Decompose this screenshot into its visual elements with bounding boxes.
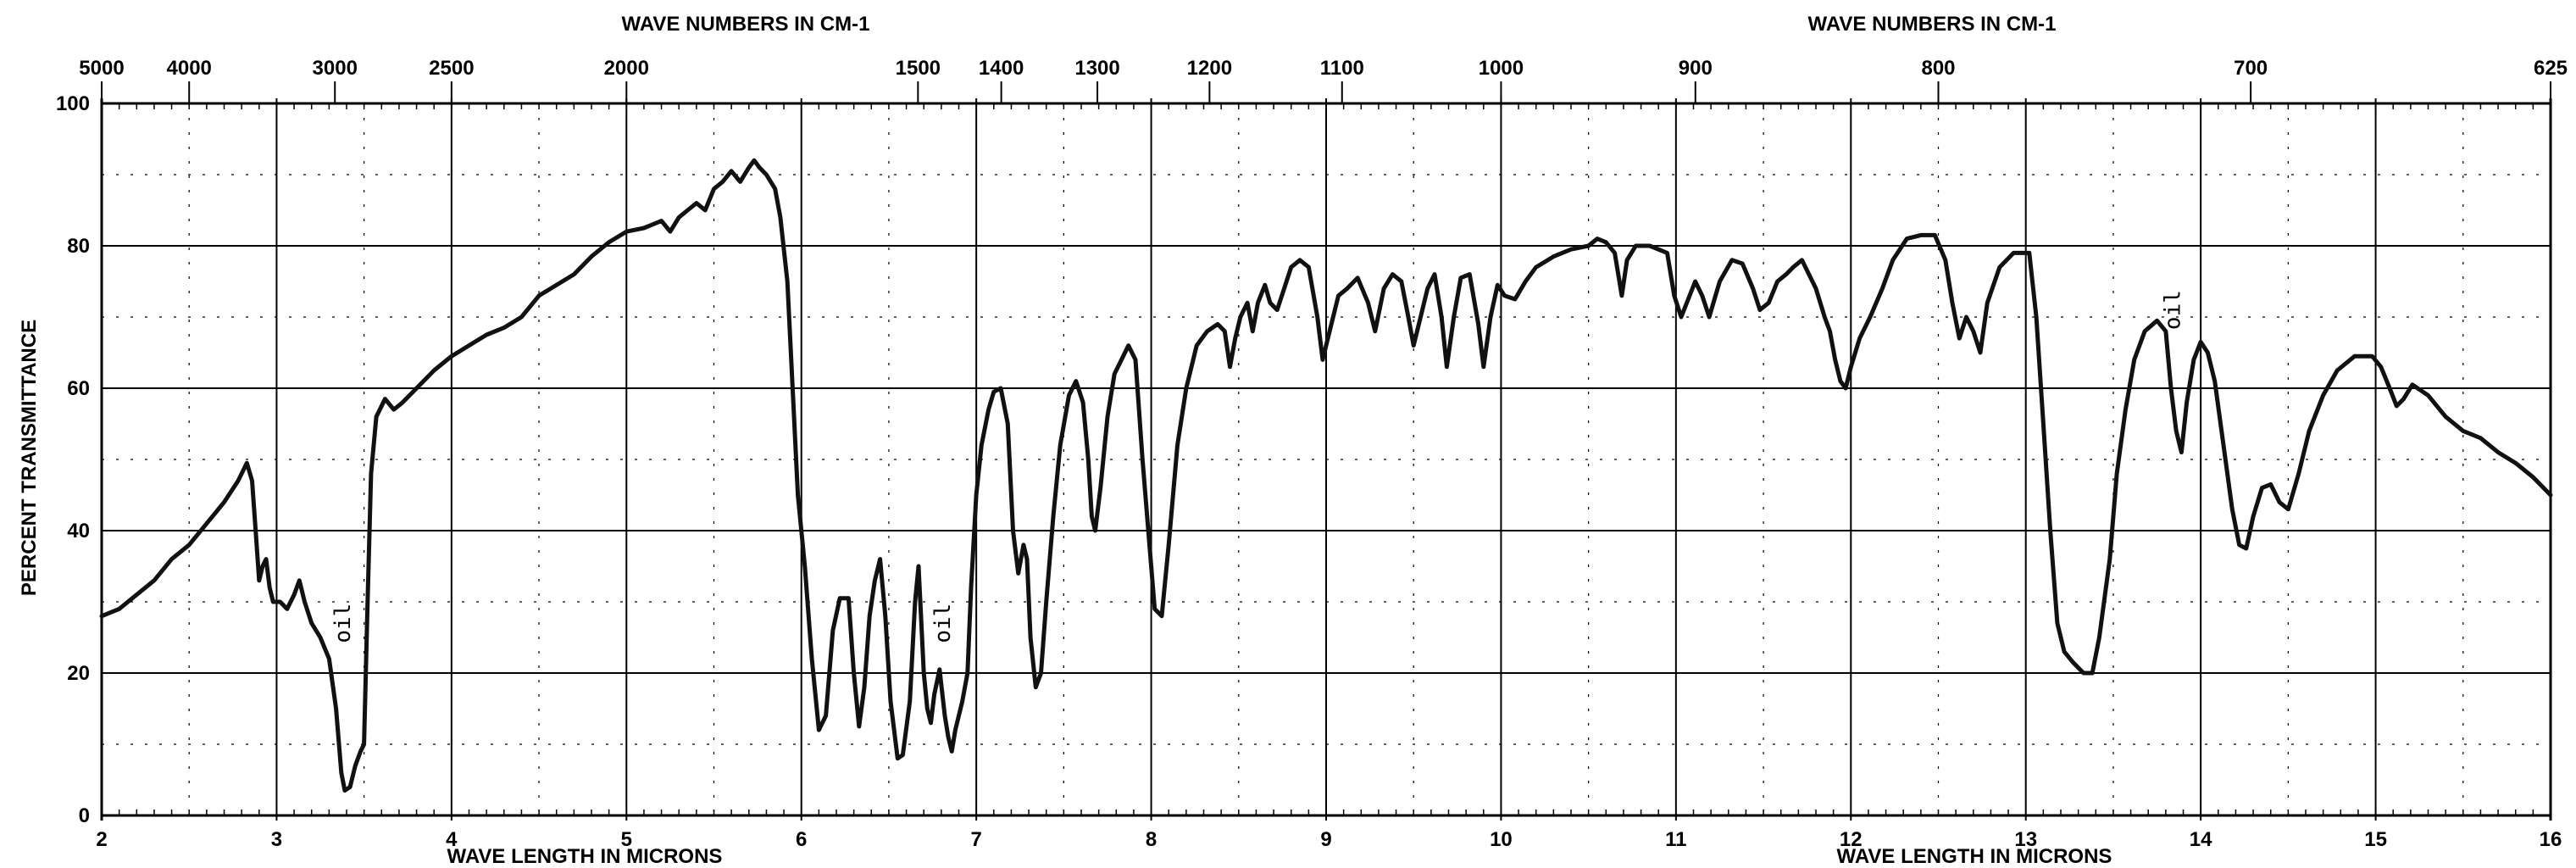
top-tick-label: 1300 (1074, 57, 1119, 80)
x-tick-label: 11 (1665, 828, 1686, 851)
annotation-oil: oil (2160, 290, 2185, 330)
top-tick-label: 1500 (896, 57, 941, 80)
y-tick-label: 40 (67, 520, 90, 542)
y-tick-label: 20 (67, 662, 90, 685)
top-tick-label: 3000 (313, 57, 358, 80)
top-tick-label: 700 (2234, 57, 2268, 80)
top-tick-label: 1400 (979, 57, 1024, 80)
x-tick-label: 10 (1490, 828, 1513, 851)
top-axis-title-right: WAVE NUMBERS IN CM-1 (1808, 13, 2057, 36)
x-tick-label: 15 (2364, 828, 2387, 851)
x-tick-label: 4 (446, 828, 458, 851)
top-tick-label: 1100 (1320, 57, 1364, 80)
top-tick-label: 800 (1921, 57, 1955, 80)
annotation-oil: oil (930, 604, 956, 643)
x-tick-label: 6 (796, 828, 807, 851)
x-tick-label: 5 (621, 828, 632, 851)
x-tick-label: 8 (1146, 828, 1157, 851)
top-tick-label: 5000 (79, 57, 124, 80)
y-tick-label: 60 (67, 377, 90, 400)
bottom-axis-title-left: WAVE LENGTH IN MICRONS (447, 845, 723, 868)
x-tick-label: 2 (96, 828, 107, 851)
y-tick-label: 100 (56, 92, 90, 115)
y-axis-ticks: 0 20 40 60 80 100 (56, 92, 90, 827)
top-tick-label: 1200 (1187, 57, 1232, 80)
top-axis-title-left: WAVE NUMBERS IN CM-1 (622, 13, 870, 36)
y-axis-title: PERCENT TRANSMITTANCE (18, 320, 41, 596)
x-tick-label: 3 (271, 828, 282, 851)
x-tick-label: 12 (1840, 828, 1863, 851)
x-tick-label: 14 (2190, 828, 2212, 851)
x-tick-label: 7 (970, 828, 981, 851)
y-tick-label: 80 (67, 235, 90, 258)
top-tick-label: 2500 (429, 57, 474, 80)
top-tick-label: 2000 (604, 57, 649, 80)
top-tick-label: 1000 (1479, 57, 1524, 80)
y-tick-label: 0 (79, 804, 90, 827)
top-axis-ticks: 5000 4000 3000 2500 2000 1500 1400 1300 1200 1100… (79, 57, 2568, 103)
x-tick-label: 16 (2540, 828, 2562, 851)
top-tick-label: 900 (1679, 57, 1713, 80)
x-tick-label: 13 (2014, 828, 2037, 851)
series-line (99, 158, 2553, 793)
major-gridlines (100, 98, 2552, 821)
annotation-oil: oil (330, 604, 356, 643)
top-tick-label: 4000 (167, 57, 212, 80)
bottom-axis-ticks: 2 3 4 5 6 7 8 9 10 11 12 13 14 15 16 (96, 103, 2562, 851)
x-tick-label: 9 (1320, 828, 1331, 851)
top-tick-label: 625 (2534, 57, 2568, 80)
annotations: oil oil oil (330, 290, 2185, 643)
bottom-axis-title-right: WAVE LENGTH IN MICRONS (1837, 845, 2112, 868)
